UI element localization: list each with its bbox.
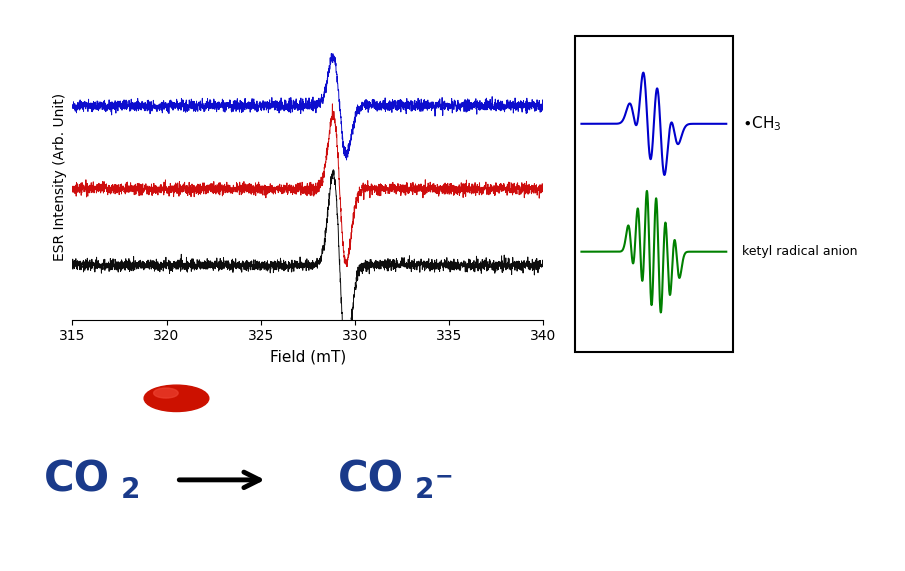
Bar — [575, 36, 733, 352]
Text: $\bullet$CH$_3$: $\bullet$CH$_3$ — [742, 114, 782, 133]
Text: −: − — [434, 467, 453, 486]
Text: ketyl radical anion: ketyl radical anion — [742, 245, 858, 258]
X-axis label: Field (mT): Field (mT) — [270, 349, 346, 364]
Circle shape — [154, 388, 178, 398]
Text: CO: CO — [338, 459, 404, 501]
Circle shape — [144, 385, 209, 412]
Text: CO: CO — [43, 459, 110, 501]
Text: 2: 2 — [121, 476, 140, 504]
Text: 2: 2 — [415, 476, 434, 504]
Y-axis label: ESR Intensity (Arb. Unit): ESR Intensity (Arb. Unit) — [52, 93, 67, 261]
